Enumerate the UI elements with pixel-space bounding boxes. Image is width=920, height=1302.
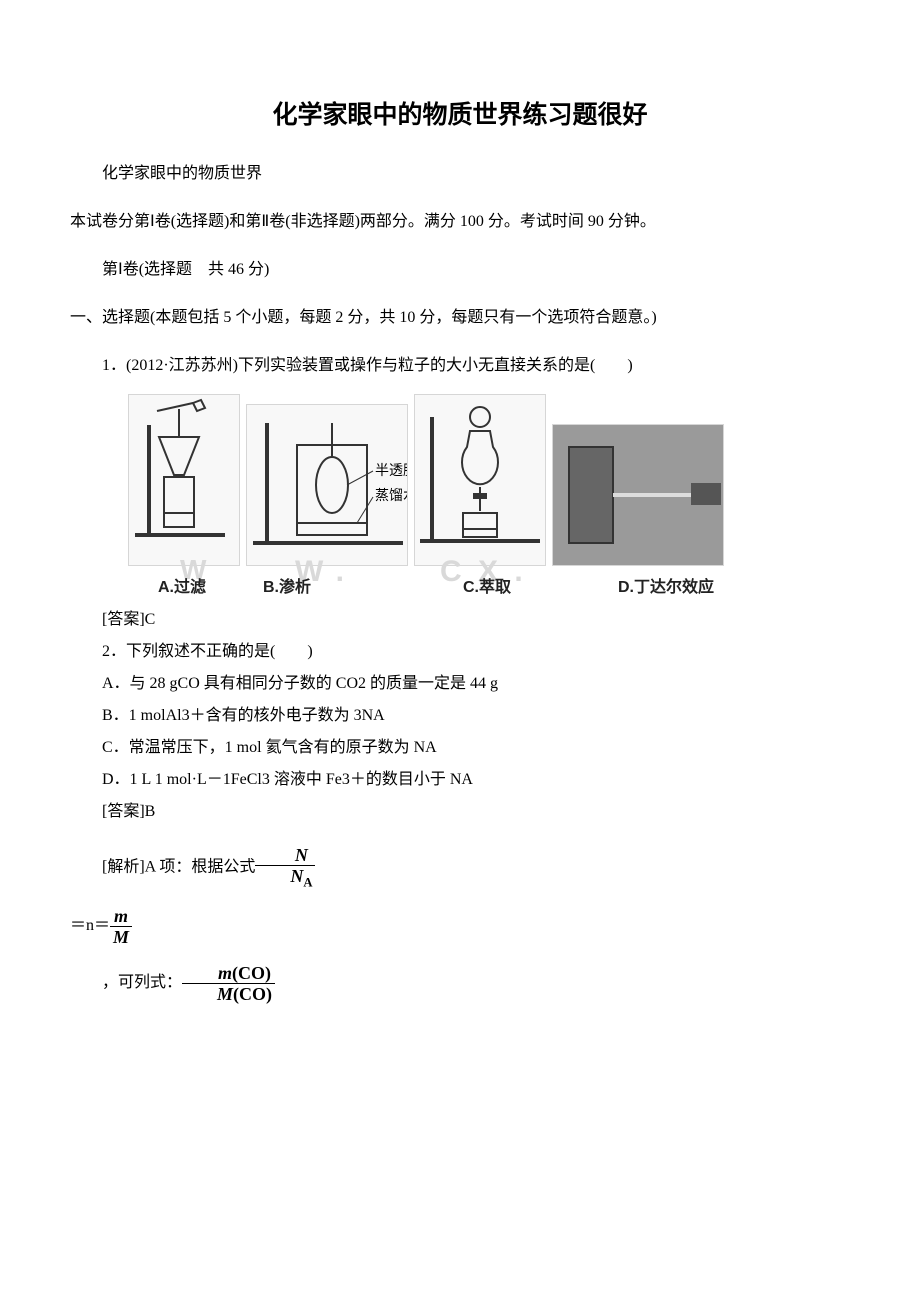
option-a: A.过滤 <box>158 572 206 604</box>
subtitle: 化学家眼中的物质世界 <box>70 158 850 190</box>
analysis-prefix-1: [解析]A 项：根据公式 <box>102 858 255 875</box>
q2-opt-b: B．1 molAl3＋含有的核外电子数为 3NA <box>70 700 850 732</box>
q2-opt-a: A．与 28 gCO 具有相同分子数的 CO2 的质量一定是 44 g <box>70 668 850 700</box>
option-d: D.丁达尔效应 <box>618 572 714 604</box>
q2-text: 2．下列叙述不正确的是( ) <box>70 636 850 668</box>
part-header: 第Ⅰ卷(选择题 共 46 分) <box>70 254 850 286</box>
analysis-line-1: [解析]A 项：根据公式 N NA <box>70 846 850 889</box>
fig-c <box>414 394 546 566</box>
dialysis-icon: 半透膜 蒸馏水 <box>246 404 408 566</box>
label-water: 蒸馏水 <box>375 488 408 504</box>
analysis-line-2: ＝n＝ m M <box>70 907 850 946</box>
frac-m-M: m M <box>110 907 132 946</box>
q2-answer: [答案]B <box>70 796 850 828</box>
eq-prefix: ＝n＝ <box>70 917 110 934</box>
section-header: 一、选择题(本题包括 5 个小题，每题 2 分，共 10 分，每题只有一个选项符… <box>102 302 850 334</box>
q2-opt-d: D．1 L 1 mol·L－1FeCl3 溶液中 Fe3＋的数目小于 NA <box>70 764 850 796</box>
q2-opt-c: C．常温常压下，1 mol 氦气含有的原子数为 NA <box>70 732 850 764</box>
analysis-prefix-3: ，可列式： <box>102 974 182 991</box>
tyndall-icon <box>552 424 724 566</box>
option-c: C.萃取 <box>463 572 511 604</box>
intro-text: 本试卷分第Ⅰ卷(选择题)和第Ⅱ卷(非选择题)两部分。满分 100 分。考试时间 … <box>102 206 850 238</box>
fig-a <box>128 394 240 566</box>
fig-caption-row: A.过滤 B.渗析 C.萃取 D.丁达尔效应 <box>128 572 748 596</box>
analysis-line-3: ，可列式： m(CO) M(CO) <box>70 964 850 1003</box>
fig-d <box>552 424 724 566</box>
frac-mco-Mco: m(CO) M(CO) <box>182 964 275 1003</box>
fig-b: 半透膜 蒸馏水 <box>246 404 408 566</box>
label-membrane: 半透膜 <box>375 463 408 479</box>
filter-icon <box>128 394 240 566</box>
q1-text: 1．(2012·江苏苏州)下列实验装置或操作与粒子的大小无直接关系的是( ) <box>70 350 850 382</box>
frac-n-na: N NA <box>255 846 315 889</box>
option-b: B.渗析 <box>263 572 311 604</box>
extraction-icon <box>414 394 546 566</box>
page-title: 化学家眼中的物质世界练习题很好 <box>70 90 850 140</box>
q1-figure: 半透膜 蒸馏水 <box>70 382 850 604</box>
q1-answer: [答案]C <box>70 604 850 636</box>
